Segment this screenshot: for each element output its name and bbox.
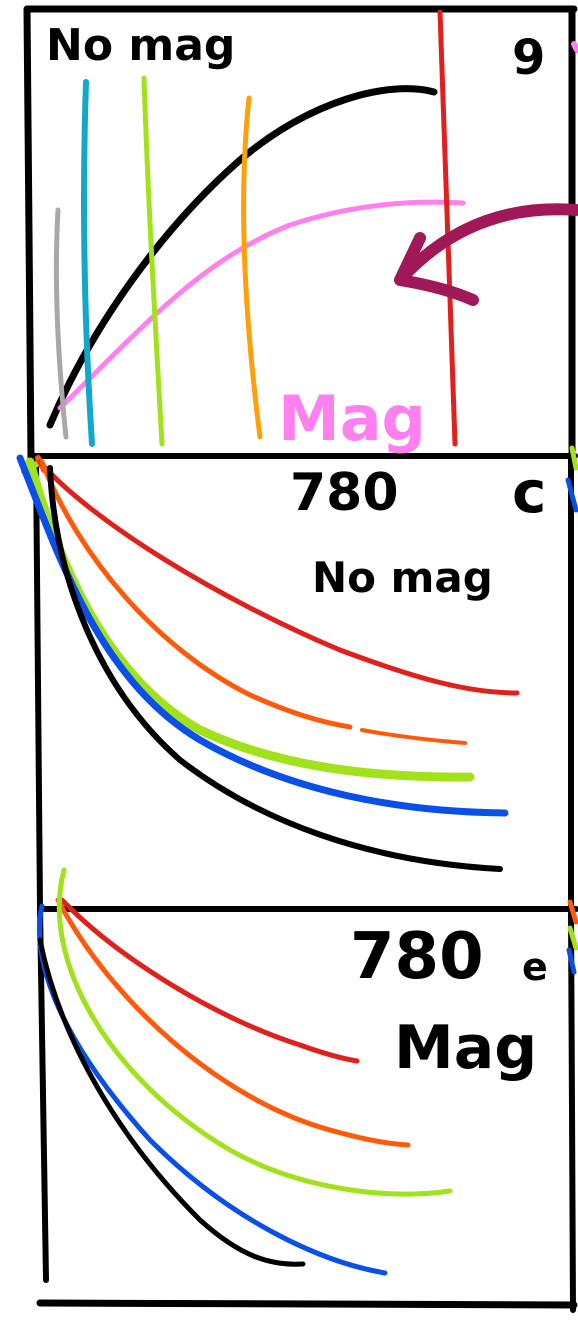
pink-curve: [60, 202, 463, 408]
middle-panel: 780 No mag c: [20, 448, 576, 869]
cyan-line: [84, 82, 92, 444]
pink-dot-edge: [574, 44, 577, 50]
black-arc-curve: [50, 89, 434, 425]
middle-panel-number: 780: [290, 463, 399, 523]
top-panel-corner-label: 9: [512, 30, 545, 86]
mag-label-top: Mag: [278, 382, 426, 455]
green-decay-curve: [30, 462, 470, 777]
bottom-panel: 780 e Mag: [39, 870, 576, 1273]
magenta-arrow-icon: [400, 209, 576, 300]
top-panel: No mag 9 Mag: [46, 12, 577, 455]
right-frame-border: [571, 458, 573, 1310]
panel-frames: [27, 9, 576, 1310]
middle-panel-label: No mag: [312, 553, 493, 602]
red-line: [440, 12, 455, 444]
blue-decay-curve-bottom: [39, 906, 385, 1273]
left-frame-border: [36, 460, 46, 1280]
middle-panel-corner-label: c: [512, 458, 546, 526]
top-panel-label: No mag: [46, 20, 235, 71]
bottom-panel-number: 780: [350, 920, 484, 994]
bottom-panel-label: Mag: [394, 1013, 537, 1083]
bottom-frame-border: [40, 1303, 574, 1305]
orange-decay-curve-tail: [362, 730, 465, 743]
bottom-panel-number-suffix: e: [522, 945, 548, 989]
